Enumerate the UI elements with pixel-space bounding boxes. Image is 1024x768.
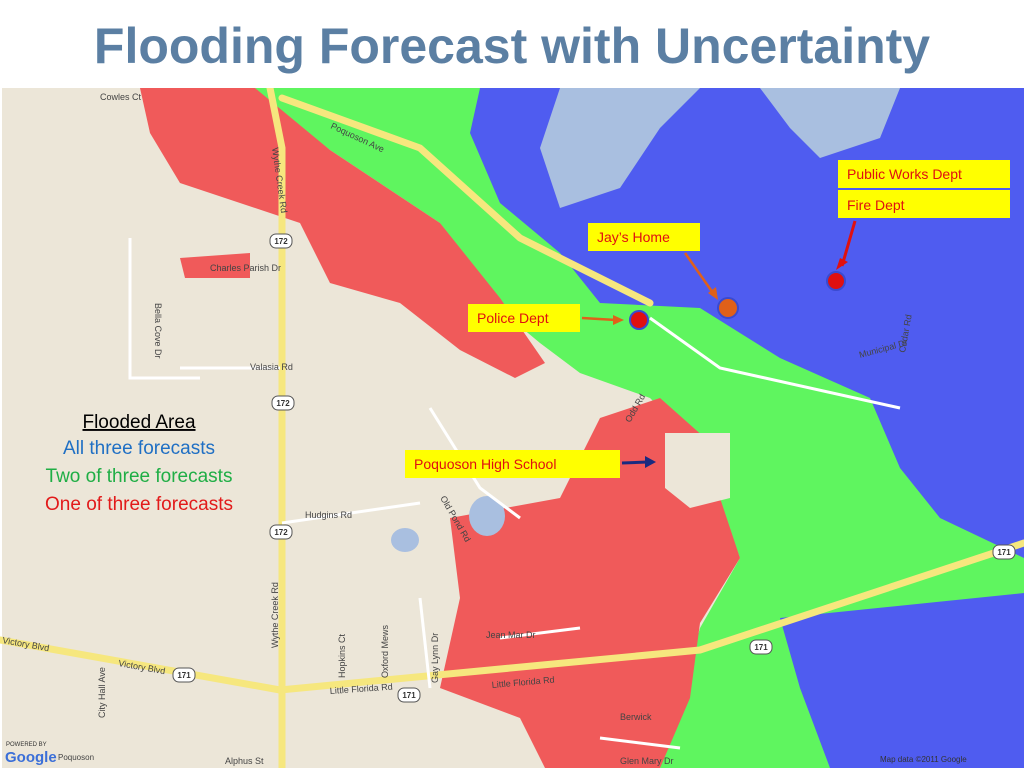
street xyxy=(599,736,681,750)
callout-box xyxy=(405,450,620,478)
road xyxy=(278,94,654,307)
callout-box xyxy=(838,160,1010,188)
street xyxy=(499,626,581,640)
road-label: Bella Cove Dr xyxy=(153,303,163,359)
road-label: Hopkins Ct xyxy=(337,633,347,678)
road xyxy=(276,539,1024,694)
road xyxy=(266,88,286,768)
route-shields: 172 172 172 171 171 171 171 xyxy=(172,233,1016,703)
arrow-head xyxy=(613,315,624,325)
road-label: Glen Mary Dr xyxy=(620,756,674,766)
powered-by: POWERED BY xyxy=(6,742,47,748)
attribution: POWERED BY Google Poquoson Map data ©201… xyxy=(5,742,967,766)
road-label: Alphus St xyxy=(225,756,264,766)
legend-item: One of three forecasts xyxy=(45,494,233,515)
arrow-head xyxy=(645,456,656,468)
pond xyxy=(391,528,419,552)
place-label: Poquoson xyxy=(58,753,94,762)
street xyxy=(649,316,901,410)
road-label: Little Florida Rd xyxy=(329,682,393,696)
slide-title: Flooding Forecast with Uncertainty xyxy=(93,18,931,74)
google-logo: Google xyxy=(5,749,57,766)
route-shield: 171 xyxy=(402,691,416,700)
arrow xyxy=(683,252,715,294)
road-labels: Wythe Creek Rd Wythe Creek Rd Poquoson A… xyxy=(2,92,914,766)
arrow-head xyxy=(708,287,718,300)
road-label: Cowles Ct xyxy=(100,92,142,102)
callouts: Public Works Dept Fire Dept Jay’s Home P… xyxy=(405,160,1010,478)
location-marker xyxy=(826,271,846,291)
legend: Flooded Area All three forecasts Two of … xyxy=(45,412,233,515)
callout-label: Fire Dept xyxy=(847,197,905,213)
road xyxy=(0,636,284,694)
road-label: Charles Parish Dr xyxy=(210,263,281,273)
callout-label: Jay’s Home xyxy=(597,229,670,245)
callout-box xyxy=(468,304,580,332)
callout-label: Police Dept xyxy=(477,310,549,326)
arrow-head xyxy=(836,258,848,270)
location-marker xyxy=(717,297,739,319)
flood-one xyxy=(180,253,250,278)
route-shield: 172 xyxy=(276,399,290,408)
pond xyxy=(469,496,505,536)
legend-heading: Flooded Area xyxy=(82,412,195,433)
route-shield: 171 xyxy=(754,643,768,652)
legend-item: Two of three forecasts xyxy=(46,466,233,487)
callout-box xyxy=(838,190,1010,218)
school-grounds xyxy=(665,433,730,508)
water xyxy=(760,88,900,158)
road-label: Gay Lynn Dr xyxy=(430,633,440,683)
legend-item: All three forecasts xyxy=(63,438,215,459)
map: Wythe Creek Rd Wythe Creek Rd Poquoson A… xyxy=(0,88,1024,768)
road-label: Wythe Creek Rd xyxy=(270,582,280,648)
arrow xyxy=(621,460,649,465)
route-shield: 172 xyxy=(274,528,288,537)
street xyxy=(418,597,432,689)
callout-box xyxy=(588,223,700,251)
flood-one xyxy=(140,88,545,378)
route-shield: 171 xyxy=(997,548,1011,557)
street xyxy=(428,407,521,520)
streets xyxy=(128,238,901,750)
water xyxy=(540,88,700,208)
flood-one xyxy=(440,398,740,768)
road-label: Berwick xyxy=(620,712,652,722)
road-label: Valasia Rd xyxy=(250,362,293,372)
road-label: Hudgins Rd xyxy=(305,510,352,520)
flood-all xyxy=(780,593,1024,768)
road-label: Oxford Mews xyxy=(380,624,390,678)
road-label: Jean Mar Dr xyxy=(486,630,536,640)
route-shield: 172 xyxy=(274,237,288,246)
arrow xyxy=(840,220,857,267)
arrow xyxy=(581,316,617,322)
route-shield: 171 xyxy=(177,671,191,680)
location-marker xyxy=(629,310,649,330)
roads xyxy=(0,88,1024,768)
callout-label: Public Works Dept xyxy=(847,166,962,182)
street xyxy=(281,501,421,525)
street xyxy=(128,238,200,380)
road-label: City Hall Ave xyxy=(97,667,107,718)
copyright: Map data ©2011 Google xyxy=(880,755,967,764)
callout-label: Poquoson High School xyxy=(414,456,556,472)
